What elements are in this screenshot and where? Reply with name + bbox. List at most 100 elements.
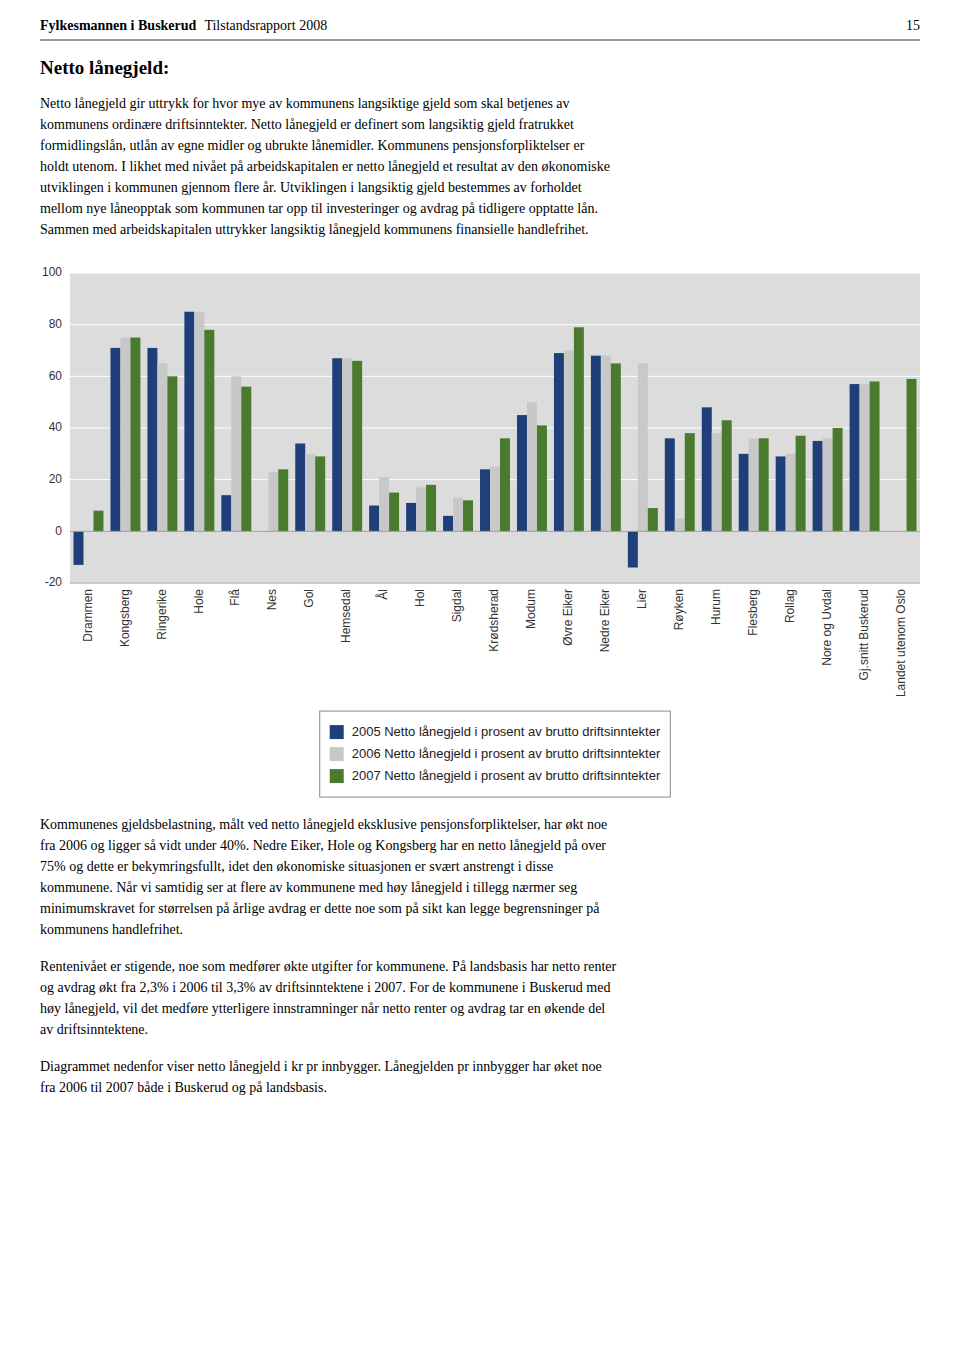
bar <box>231 376 241 531</box>
grid-line <box>70 583 920 584</box>
bar <box>295 444 305 532</box>
bar <box>453 498 463 532</box>
legend-swatch <box>330 769 344 783</box>
bar <box>147 348 157 531</box>
x-tick-label: Ål <box>375 589 390 600</box>
bar <box>554 353 564 531</box>
x-tick-label: Hurum <box>709 589 723 625</box>
bar <box>759 438 769 531</box>
x-tick-label: Nedre Eiker <box>598 589 612 652</box>
bars <box>74 312 917 568</box>
bar <box>352 361 362 532</box>
bar <box>204 330 214 532</box>
legend-label: 2005 Netto lånegjeld i prosent av brutto… <box>352 724 661 739</box>
bar <box>480 469 490 531</box>
bar <box>221 495 231 531</box>
y-tick-label: 20 <box>49 472 63 486</box>
bar <box>628 531 638 567</box>
bar <box>332 358 342 531</box>
x-tick-label: Modum <box>524 589 538 629</box>
x-tick-label: Flå <box>228 589 242 606</box>
x-tick-label: Øvre Eiker <box>561 589 575 646</box>
zero-line <box>70 531 920 532</box>
bar <box>648 508 658 531</box>
x-tick-label: Hemsedal <box>339 589 353 643</box>
page-number: 15 <box>906 18 920 33</box>
bar <box>702 407 712 531</box>
bar <box>278 469 288 531</box>
legend-swatch <box>330 747 344 761</box>
bar <box>638 363 648 531</box>
bar <box>416 487 426 531</box>
bar <box>574 327 584 531</box>
bar <box>601 356 611 532</box>
x-tick-label: Flesberg <box>746 589 760 636</box>
x-tick-label: Rollag <box>783 589 797 623</box>
paragraph: Rentenivået er stigende, noe som medføre… <box>40 959 616 1037</box>
x-tick-label: Nore og Uvdal <box>820 589 834 666</box>
x-tick-label: Røyken <box>672 589 686 630</box>
bar <box>157 363 167 531</box>
bar <box>823 438 833 531</box>
legend-swatch <box>330 725 344 739</box>
header-subtitle: Tilstandsrapport 2008 <box>204 18 327 33</box>
bar <box>712 433 722 531</box>
bar <box>74 531 84 565</box>
x-tick-label: Kongsberg <box>118 589 132 647</box>
bar <box>591 356 601 532</box>
bar <box>315 456 325 531</box>
chart: -20020406080100DrammenKongsbergRingerike… <box>42 265 920 697</box>
bar <box>120 338 130 532</box>
bar <box>369 506 379 532</box>
bar <box>537 425 547 531</box>
bar <box>786 454 796 532</box>
bar <box>527 402 537 531</box>
bar <box>665 438 675 531</box>
legend: 2005 Netto lånegjeld i prosent av brutto… <box>320 711 671 797</box>
paragraph: Kommunenes gjeldsbelastning, målt ved ne… <box>40 817 607 937</box>
bar <box>342 358 352 531</box>
bar <box>500 438 510 531</box>
grid-line <box>70 531 920 532</box>
bar <box>564 351 574 532</box>
bar <box>463 500 473 531</box>
bar <box>184 312 194 532</box>
bar <box>93 511 103 532</box>
y-tick-label: 60 <box>49 369 63 383</box>
legend-box <box>320 711 671 797</box>
bar <box>194 312 204 532</box>
bar <box>833 428 843 531</box>
bar <box>722 420 732 531</box>
y-tick-label: 0 <box>55 524 62 538</box>
bar <box>167 376 177 531</box>
legend-label: 2006 Netto lånegjeld i prosent av brutto… <box>352 746 661 761</box>
page: Fylkesmannen i BuskerudTilstandsrapport … <box>0 0 960 1349</box>
section-title: Netto lånegjeld: <box>40 57 169 78</box>
x-tick-label: Gol <box>302 589 316 608</box>
x-tick-label: Hol <box>413 589 427 607</box>
x-axis-line <box>70 583 920 584</box>
bar <box>850 384 860 531</box>
bar <box>130 338 140 532</box>
bar <box>406 503 416 531</box>
bar <box>241 387 251 532</box>
bar <box>813 441 823 531</box>
x-tick-label: Drammen <box>81 589 95 642</box>
x-tick-label: Sigdal <box>450 589 464 622</box>
bar <box>796 436 806 532</box>
bar <box>870 382 880 532</box>
plot-background <box>70 273 920 583</box>
bar <box>860 384 870 531</box>
x-tick-label: Nes <box>265 589 279 610</box>
x-tick-label: Landet utenom Oslo <box>894 589 908 697</box>
y-tick-label: 80 <box>49 317 63 331</box>
bar <box>490 467 500 532</box>
bar <box>379 477 389 531</box>
y-tick-label: -20 <box>45 575 63 589</box>
bar <box>426 485 436 532</box>
paragraph: Netto lånegjeld gir uttrykk for hvor mye… <box>40 96 610 237</box>
legend-label: 2007 Netto lånegjeld i prosent av brutto… <box>352 768 661 783</box>
header-rule <box>40 40 920 41</box>
bar <box>776 456 786 531</box>
grid-line <box>70 273 920 274</box>
